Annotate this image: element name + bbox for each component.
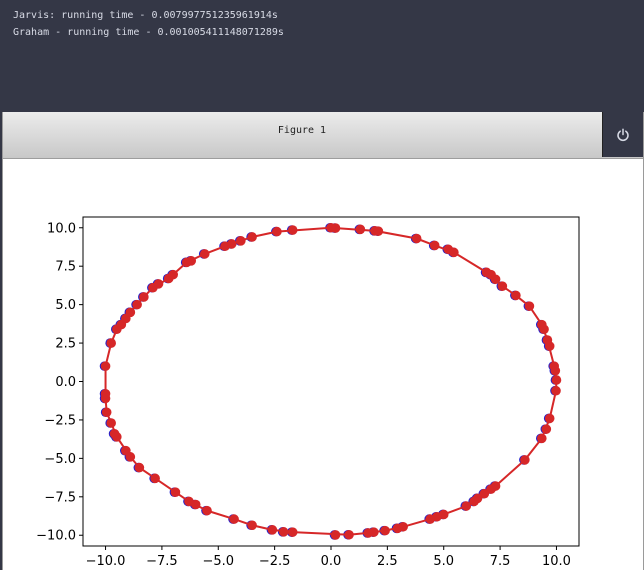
- data-point: [544, 341, 555, 351]
- data-point: [227, 239, 237, 249]
- data-point: [287, 225, 298, 235]
- data-point: [520, 455, 530, 465]
- console-line-jarvis: Jarvis: running time - 0.007997751235961…: [13, 10, 278, 21]
- x-tick-label: 5.0: [433, 554, 454, 569]
- data-point: [411, 233, 422, 244]
- data-point: [170, 487, 181, 497]
- x-tick-label: −7.5: [146, 554, 178, 569]
- data-point: [524, 301, 535, 311]
- data-point: [551, 385, 561, 396]
- data-point: [125, 307, 136, 318]
- data-point: [101, 407, 112, 418]
- data-point: [106, 338, 116, 348]
- data-point: [363, 528, 374, 538]
- x-tick-label: 7.5: [490, 554, 511, 569]
- data-point: [267, 525, 278, 535]
- data-point: [490, 274, 501, 285]
- data-point: [186, 256, 197, 266]
- x-tick-label: 2.5: [377, 554, 398, 569]
- data-point: [109, 428, 120, 439]
- y-tick-label: −5.0: [44, 452, 76, 467]
- data-point: [168, 269, 178, 280]
- data-point: [139, 292, 149, 302]
- data-point: [551, 375, 562, 385]
- data-point: [100, 388, 111, 399]
- data-point: [479, 488, 490, 499]
- data-point: [132, 299, 142, 310]
- data-point: [544, 413, 555, 424]
- figure-title: Figure 1: [277, 125, 327, 136]
- data-point: [429, 240, 440, 251]
- y-tick-label: −7.5: [44, 490, 76, 505]
- x-tick-label: 0.0: [321, 554, 342, 569]
- y-tick-label: 0.0: [55, 375, 76, 390]
- data-point: [497, 281, 508, 291]
- y-tick-label: 7.5: [55, 260, 76, 275]
- data-point: [150, 473, 160, 484]
- data-point: [537, 433, 547, 444]
- x-tick-label: −10.0: [86, 554, 126, 569]
- convex-hull-chart: −10.0 −7.5 −5.0 −2.5 0.0 2.5 5.0 7.5 10.0 −10.0 −7…: [36, 216, 580, 569]
- console-output: Jarvis: running time - 0.007997751235961…: [0, 0, 644, 112]
- data-point: [511, 290, 521, 301]
- data-point: [134, 462, 145, 473]
- x-tick-label: −2.5: [259, 554, 291, 569]
- data-point: [278, 527, 289, 537]
- data-point: [100, 361, 111, 371]
- data-point: [330, 530, 341, 540]
- y-tick-label: −2.5: [44, 413, 76, 428]
- data-point: [202, 505, 212, 516]
- y-tick-label: 10.0: [47, 221, 76, 236]
- data-point: [247, 232, 257, 242]
- data-point: [184, 496, 194, 507]
- figure-window: Figure 1 −10.0 −7.5 −5.0 −2.5 0.0 2.5 5.0 7.5 10…: [2, 112, 644, 570]
- plot-area: [82, 216, 580, 547]
- y-tick-label: 2.5: [55, 337, 76, 352]
- data-point: [486, 484, 496, 494]
- data-point: [541, 424, 552, 434]
- data-point: [425, 514, 436, 524]
- data-point: [539, 324, 549, 335]
- data-point: [287, 527, 298, 537]
- data-point: [229, 514, 239, 524]
- data-point: [326, 222, 336, 233]
- data-point: [272, 226, 282, 237]
- console-line-graham: Graham - running time - 0.00100541114807…: [13, 27, 284, 38]
- data-point: [469, 496, 479, 507]
- data-point: [153, 279, 164, 289]
- data-point: [236, 236, 246, 246]
- figure-titlebar: Figure 1: [3, 112, 643, 159]
- y-tick-label: −10.0: [36, 529, 76, 544]
- data-point: [106, 418, 116, 428]
- data-point: [461, 501, 472, 511]
- data-point: [449, 247, 459, 258]
- y-tick-label: 5.0: [55, 298, 76, 313]
- data-point: [121, 445, 131, 456]
- power-icon: [617, 127, 629, 141]
- data-point: [380, 525, 390, 536]
- data-point: [355, 224, 366, 235]
- data-point: [373, 226, 384, 236]
- data-point: [247, 520, 257, 531]
- x-tick-label: −5.0: [202, 554, 234, 569]
- data-point: [392, 523, 403, 534]
- data-point: [344, 529, 354, 540]
- x-tick-label: 10.0: [542, 554, 571, 569]
- data-point: [550, 365, 561, 376]
- data-point: [199, 249, 210, 259]
- power-button[interactable]: [602, 112, 643, 157]
